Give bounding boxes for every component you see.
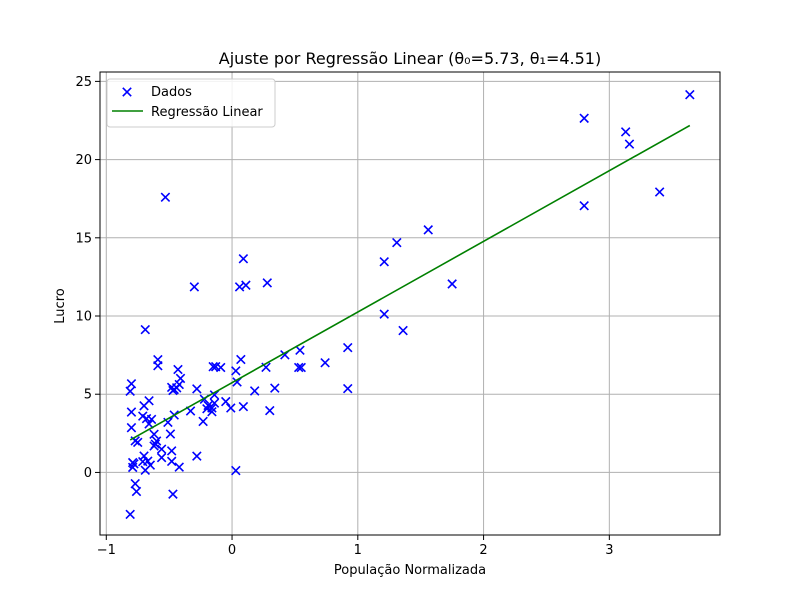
y-tick-label: 5 bbox=[84, 388, 92, 403]
data-point bbox=[137, 456, 148, 467]
data-point bbox=[192, 384, 202, 394]
data-point bbox=[295, 345, 305, 356]
data-point bbox=[140, 324, 151, 335]
data-point bbox=[127, 462, 138, 473]
data-point bbox=[220, 396, 231, 407]
data-point bbox=[149, 429, 159, 440]
data-point bbox=[140, 465, 151, 476]
data-point bbox=[173, 364, 183, 375]
data-point bbox=[130, 478, 140, 489]
plot-frame bbox=[99, 71, 721, 536]
data-point bbox=[209, 398, 220, 408]
data-point bbox=[149, 441, 159, 451]
data-point bbox=[125, 386, 135, 397]
chart-title: Ajuste por Regressão Linear (θ₀=5.73, θ₁… bbox=[219, 49, 601, 68]
data-point bbox=[165, 429, 176, 439]
data-point bbox=[207, 406, 217, 417]
y-tick-label: 10 bbox=[75, 310, 92, 325]
data-point bbox=[209, 390, 220, 400]
data-point bbox=[296, 362, 306, 373]
data-point bbox=[156, 444, 167, 454]
y-tick-label: 0 bbox=[84, 466, 92, 481]
data-point bbox=[231, 366, 241, 376]
data-point bbox=[139, 451, 149, 461]
data-point bbox=[125, 509, 135, 520]
data-point bbox=[153, 360, 163, 371]
data-point bbox=[202, 404, 212, 414]
x-tick-label: −1 bbox=[97, 543, 116, 558]
x-tick-label: 2 bbox=[479, 543, 487, 558]
legend-label-dados: Dados bbox=[151, 85, 192, 100]
data-point bbox=[342, 383, 353, 394]
data-point bbox=[166, 382, 177, 393]
data-point bbox=[156, 452, 167, 463]
data-point bbox=[579, 200, 589, 211]
x-tick-label: 0 bbox=[228, 543, 236, 558]
data-point bbox=[160, 192, 171, 203]
data-point bbox=[189, 282, 200, 292]
data-point bbox=[198, 416, 208, 427]
data-point bbox=[392, 237, 402, 248]
legend-label-regressao: Regressão Linear bbox=[151, 105, 263, 120]
data-point bbox=[131, 486, 142, 497]
y-tick-label: 25 bbox=[75, 75, 92, 90]
regression-line bbox=[129, 124, 691, 441]
data-point bbox=[236, 354, 246, 365]
data-point bbox=[231, 465, 241, 476]
data-point bbox=[293, 362, 304, 373]
data-point bbox=[624, 139, 635, 149]
y-tick-label: 20 bbox=[75, 153, 92, 168]
data-point bbox=[579, 113, 589, 124]
data-point bbox=[232, 377, 242, 387]
data-point bbox=[210, 361, 221, 372]
data-point bbox=[168, 489, 178, 499]
legend-x-marker bbox=[122, 87, 132, 97]
data-point bbox=[126, 407, 137, 417]
data-point bbox=[379, 256, 389, 267]
data-point bbox=[192, 451, 202, 461]
data-point bbox=[238, 401, 249, 412]
data-point bbox=[262, 278, 273, 288]
data-point bbox=[398, 325, 408, 336]
data-point bbox=[620, 127, 631, 137]
data-point bbox=[174, 462, 184, 472]
data-point bbox=[126, 378, 137, 389]
data-point bbox=[238, 253, 249, 264]
axis-ticks: −1 0 1 2 3 0 5 10 15 20 25 bbox=[75, 75, 613, 558]
data-point bbox=[208, 361, 218, 372]
data-point bbox=[249, 386, 260, 396]
data-point bbox=[226, 403, 236, 413]
data-point bbox=[166, 456, 177, 467]
legend-marker-dados bbox=[122, 87, 132, 97]
data-point bbox=[166, 446, 177, 456]
data-point bbox=[144, 419, 154, 429]
data-point bbox=[270, 383, 280, 393]
y-axis-label: Lucro bbox=[53, 288, 68, 323]
data-point bbox=[168, 385, 178, 396]
data-point bbox=[241, 280, 251, 290]
x-axis-label: População Normalizada bbox=[334, 563, 486, 578]
x-tick-label: 3 bbox=[605, 543, 613, 558]
data-point bbox=[379, 309, 389, 319]
data-point bbox=[447, 279, 457, 289]
data-point bbox=[126, 422, 137, 433]
legend: Dados Regressão Linear bbox=[106, 78, 276, 128]
data-point bbox=[685, 89, 695, 100]
data-point bbox=[265, 405, 275, 416]
data-point bbox=[151, 436, 162, 446]
data-point bbox=[320, 358, 330, 368]
data-point bbox=[141, 413, 152, 424]
data-point bbox=[139, 401, 149, 411]
x-tick-label: 1 bbox=[354, 543, 362, 558]
data-point bbox=[342, 342, 353, 353]
data-point bbox=[234, 282, 245, 292]
data-point bbox=[654, 187, 665, 197]
plot-marks bbox=[125, 89, 695, 520]
legend-box bbox=[106, 78, 276, 128]
y-tick-label: 15 bbox=[75, 231, 92, 246]
data-point bbox=[423, 225, 434, 235]
